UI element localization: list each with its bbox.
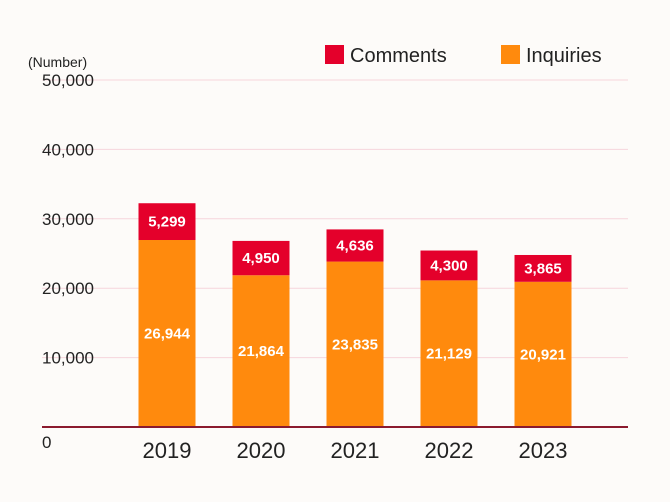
bar-inquiries-2022 [420,280,478,427]
bar-comments-2022 [420,250,478,281]
y-axis-unit-label: (Number) [28,54,87,70]
y-tick-label: 0 [42,433,51,452]
bar-comments-2020 [232,240,290,276]
data-label-comments-2023: 3,865 [524,260,562,277]
data-label-inquiries-2019: 26,944 [144,326,191,343]
data-label-comments-2021: 4,636 [336,237,374,254]
x-tick-label-2023: 2023 [519,438,568,463]
bars [138,203,572,427]
bar-inquiries-2023 [514,281,572,427]
bar-comments-2021 [326,229,384,262]
bar-inquiries-2020 [232,275,290,427]
legend-swatch-comments [325,45,344,64]
y-tick-label: 50,000 [42,71,94,90]
data-label-inquiries-2021: 23,835 [332,336,378,353]
bar-comments-2023 [514,254,572,282]
data-label-comments-2022: 4,300 [430,257,468,274]
legend-label-inquiries: Inquiries [526,45,602,67]
data-label-comments-2020: 4,950 [242,250,280,267]
x-tick-label-2019: 2019 [143,438,192,463]
data-label-inquiries-2020: 21,864 [238,343,285,360]
y-tick-label: 10,000 [42,349,94,368]
legend-swatch-inquiries [501,45,520,64]
x-tick-label-2022: 2022 [425,438,474,463]
data-label-inquiries-2023: 20,921 [520,346,566,363]
x-tick-label-2020: 2020 [237,438,286,463]
data-label-comments-2019: 5,299 [148,214,186,231]
bar-inquiries-2019 [138,240,196,427]
x-tick-label-2021: 2021 [331,438,380,463]
data-label-inquiries-2022: 21,129 [426,346,472,363]
y-tick-label: 30,000 [42,210,94,229]
y-tick-label: 40,000 [42,140,94,159]
legend: Comments Inquiries [325,45,602,67]
axes: 0 10,000 20,000 30,000 40,000 50,000 2019 2020 2… [42,71,628,463]
bar-inquiries-2021 [326,261,384,427]
data-labels: 26,944 5,299 21,864 4,950 23,835 4,636 21,129 4… [144,214,566,364]
bar-comments-2019 [138,203,196,241]
legend-label-comments: Comments [350,45,447,67]
y-tick-label: 20,000 [42,279,94,298]
